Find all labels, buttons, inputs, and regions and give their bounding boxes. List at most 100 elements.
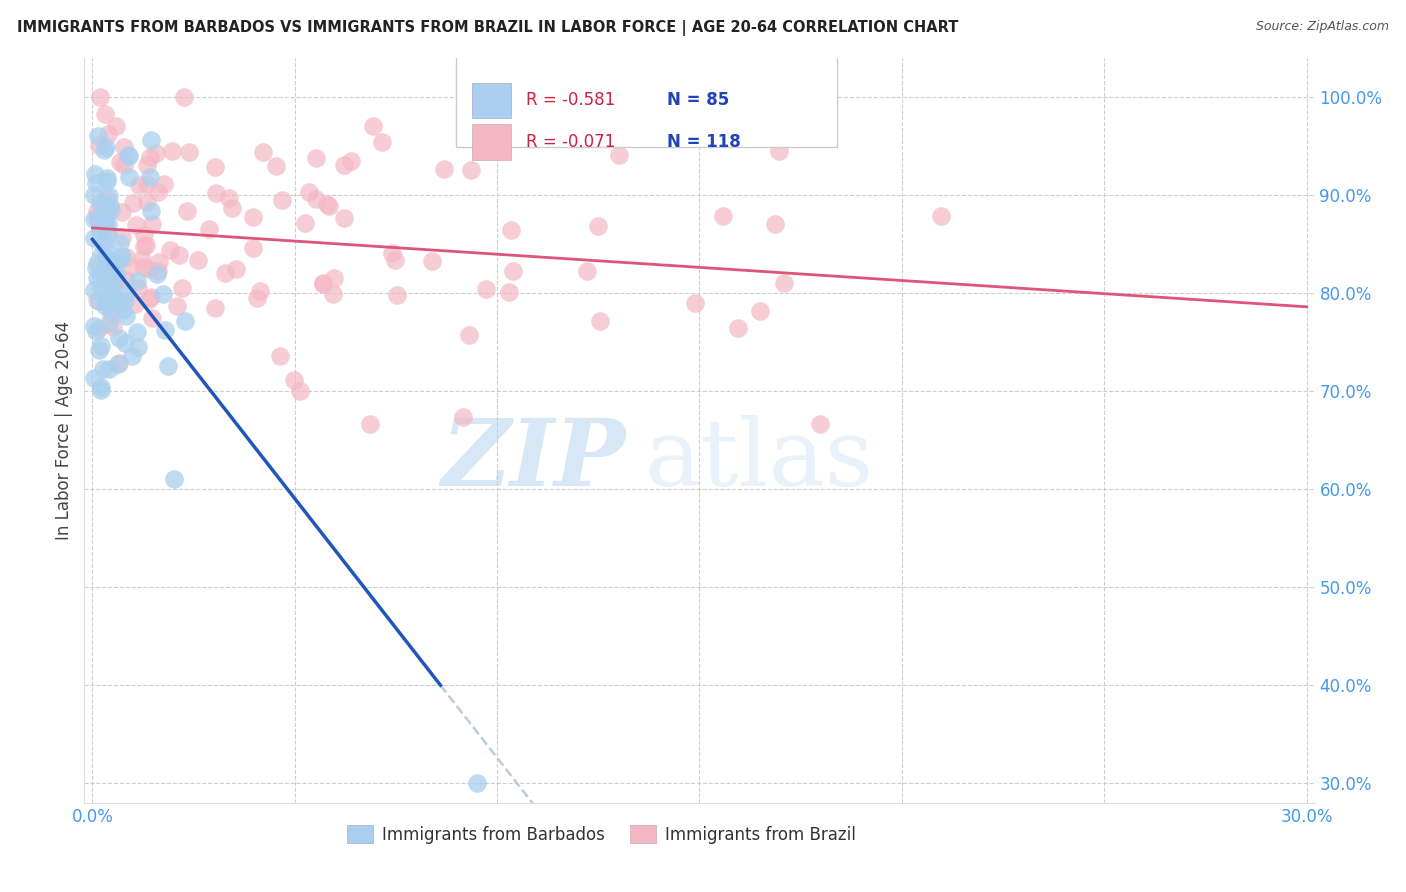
Point	[83, 371, 105, 385]
Point	[172, 281, 194, 295]
Point	[589, 314, 612, 328]
Point	[91, 206, 114, 220]
Point	[458, 328, 481, 343]
Point	[111, 204, 134, 219]
Point	[83, 318, 105, 333]
Point	[86, 271, 108, 285]
Point	[808, 417, 831, 432]
Point	[242, 241, 264, 255]
Y-axis label: In Labor Force | Age 20-64: In Labor Force | Age 20-64	[55, 321, 73, 540]
Point	[451, 409, 474, 424]
Point	[125, 218, 148, 232]
Point	[146, 185, 169, 199]
Point	[174, 314, 197, 328]
Point	[460, 163, 482, 178]
Point	[145, 146, 167, 161]
Point	[931, 209, 953, 223]
Point	[90, 383, 112, 397]
Point	[115, 309, 138, 323]
Point	[94, 203, 117, 218]
Text: Source: ZipAtlas.com: Source: ZipAtlas.com	[1256, 20, 1389, 33]
Point	[100, 198, 122, 212]
Point	[114, 293, 136, 308]
Point	[111, 249, 134, 263]
Point	[112, 139, 135, 153]
Point	[110, 155, 132, 169]
Point	[132, 239, 155, 253]
Point	[177, 145, 200, 160]
Point	[103, 320, 125, 334]
Point	[173, 90, 195, 104]
Point	[420, 253, 443, 268]
Text: R = -0.581: R = -0.581	[526, 92, 616, 110]
Point	[108, 236, 131, 251]
Point	[100, 262, 122, 277]
Point	[159, 243, 181, 257]
Point	[96, 171, 118, 186]
Point	[100, 302, 122, 317]
Point	[118, 149, 141, 163]
Point	[98, 261, 121, 276]
Point	[125, 274, 148, 288]
Point	[112, 158, 135, 172]
Point	[110, 295, 132, 310]
Point	[683, 296, 706, 310]
Point	[312, 277, 335, 291]
Point	[246, 291, 269, 305]
Point	[197, 222, 219, 236]
Point	[333, 158, 356, 172]
Point	[100, 202, 122, 217]
Point	[249, 285, 271, 299]
Point	[187, 252, 209, 267]
Point	[359, 417, 381, 431]
Point	[136, 158, 159, 172]
Point	[97, 316, 120, 330]
Point	[749, 304, 772, 318]
Point	[271, 193, 294, 207]
Point	[501, 223, 523, 237]
Point	[83, 167, 105, 181]
Point	[773, 276, 796, 290]
Point	[576, 264, 599, 278]
Point	[333, 211, 356, 226]
Point	[221, 202, 243, 216]
Point	[139, 204, 162, 219]
Point	[135, 238, 157, 252]
Point	[91, 362, 114, 376]
Point	[108, 356, 131, 370]
Point	[121, 260, 143, 275]
Point	[86, 256, 108, 270]
Point	[94, 199, 117, 213]
Point	[83, 230, 105, 244]
Point	[105, 269, 128, 284]
Point	[141, 311, 163, 326]
Point	[433, 162, 456, 177]
Point	[264, 159, 287, 173]
Point	[225, 261, 247, 276]
Point	[242, 210, 264, 224]
Point	[90, 379, 112, 393]
Point	[87, 129, 110, 144]
Point	[83, 211, 105, 226]
Point	[283, 373, 305, 387]
Point	[146, 268, 169, 282]
Bar	[472, 83, 512, 119]
Point	[87, 320, 110, 334]
Point	[107, 357, 129, 371]
Point	[204, 301, 226, 315]
Point	[132, 228, 155, 243]
Point	[370, 135, 392, 149]
Point	[318, 199, 340, 213]
Point	[121, 349, 143, 363]
Point	[83, 188, 105, 202]
Point	[96, 294, 118, 309]
Point	[312, 277, 335, 291]
Point	[305, 192, 328, 206]
Point	[711, 209, 734, 223]
Point	[90, 339, 112, 353]
Point	[502, 264, 524, 278]
Point	[305, 151, 328, 165]
Point	[316, 197, 339, 211]
Point	[112, 302, 135, 317]
Point	[86, 293, 108, 307]
